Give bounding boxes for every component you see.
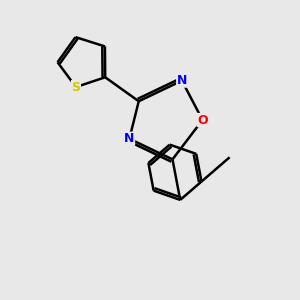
Text: N: N [124, 132, 135, 145]
Text: O: O [197, 113, 208, 127]
Text: S: S [71, 80, 80, 94]
Text: N: N [177, 74, 187, 87]
